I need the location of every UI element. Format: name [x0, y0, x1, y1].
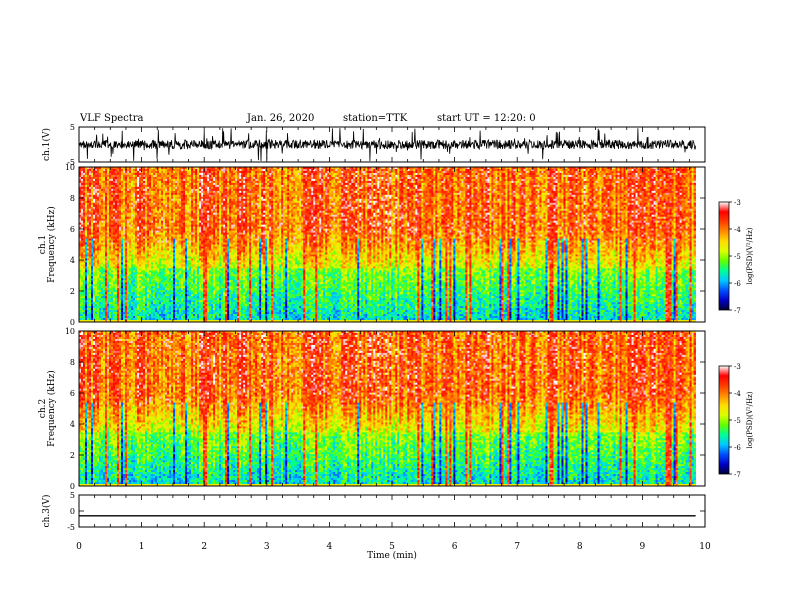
- ch1-waveform-ylabel: ch.1(V): [41, 128, 52, 161]
- ch1-spectrogram-y-tick-label: 4: [70, 256, 75, 265]
- x-tick-label: 6: [452, 542, 458, 552]
- ch1-colorbar-tick-label: -6: [734, 280, 741, 288]
- ch3-waveform-y-tick-label: 0: [70, 507, 75, 516]
- ch1-spectrogram-y-tick-label: 8: [70, 194, 75, 203]
- ch1-spectrogram-ylabel: Frequency (kHz): [46, 206, 57, 283]
- ch1-spectrogram-image: [79, 167, 696, 322]
- ch1-colorbar-tick-label: -4: [734, 226, 741, 234]
- ch1-colorbar-tick-label: -5: [734, 253, 741, 261]
- x-axis-label: Time (min): [367, 550, 417, 561]
- x-tick-label: 0: [76, 542, 82, 552]
- ch2-colorbar-tick-label: -5: [734, 417, 741, 425]
- ch2-spectrogram-y-tick-label: 0: [70, 482, 75, 491]
- ch1-colorbar-bar: [719, 202, 729, 310]
- ch3-waveform-y-tick-label: -5: [67, 523, 75, 532]
- x-tick-label: 3: [264, 542, 270, 552]
- ch3-waveform-y-tick-label: 5: [70, 491, 75, 500]
- x-tick-label: 1: [139, 542, 145, 552]
- x-tick-label: 4: [327, 542, 333, 552]
- ch1-spectrogram-y-tick-label: 0: [70, 318, 75, 327]
- ch2-colorbar-tick-label: -3: [734, 363, 741, 371]
- ch2-spectrogram-y-tick-label: 2: [70, 451, 75, 460]
- ch2-colorbar-label: log(PSD)(V²/Hz): [746, 391, 754, 448]
- ch1-spectrogram-y-tick-label: 2: [70, 287, 75, 296]
- x-tick-label: 10: [699, 542, 711, 552]
- ch2-colorbar-tick-label: -6: [734, 444, 741, 452]
- x-tick-label: 2: [201, 542, 207, 552]
- ch1-spectrogram-y-tick-label: 6: [70, 225, 75, 234]
- ch2-colorbar-tick-label: -7: [734, 471, 741, 479]
- ch2-spectrogram-y-tick-label: 4: [70, 420, 75, 429]
- x-tick-label: 7: [514, 542, 520, 552]
- ch1-spectrogram-y-tick-label: 10: [65, 163, 75, 172]
- ch2-spectrogram-y-tick-label: 6: [70, 389, 75, 398]
- ch1-colorbar-label: log(PSD)(V²/Hz): [746, 227, 754, 284]
- x-tick-label: 8: [577, 542, 583, 552]
- ch1-waveform-line: [79, 128, 696, 161]
- ch3-waveform-ylabel: ch.3(V): [41, 495, 52, 528]
- ch2-spectrogram-y-tick-label: 8: [70, 358, 75, 367]
- ch2-spectrogram-ylabel: Frequency (kHz): [46, 370, 57, 447]
- ch1-colorbar-tick-label: -3: [734, 199, 741, 207]
- ch2-colorbar-bar: [719, 366, 729, 474]
- ch2-spectrogram-y-tick-label: 10: [65, 327, 75, 336]
- ch1-waveform-y-tick-label: 5: [70, 123, 75, 132]
- ch2-spectrogram-image: [79, 331, 696, 486]
- x-tick-label: 9: [640, 542, 646, 552]
- ch2-colorbar-tick-label: -4: [734, 390, 741, 398]
- ch1-colorbar-tick-label: -7: [734, 307, 741, 315]
